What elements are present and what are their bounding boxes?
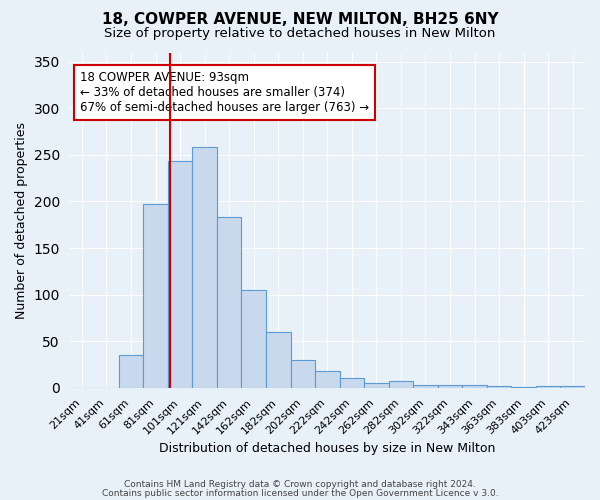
Bar [193,148,217,388]
Text: 18 COWPER AVENUE: 93sqm
← 33% of detached houses are smaller (374)
67% of semi-d: 18 COWPER AVENUE: 93sqm ← 33% of detache… [80,71,369,114]
Bar [536,386,560,388]
Y-axis label: Number of detached properties: Number of detached properties [15,122,28,318]
X-axis label: Distribution of detached houses by size in New Milton: Distribution of detached houses by size … [159,442,496,455]
Bar [438,385,462,388]
Bar [168,162,193,388]
Bar [217,218,241,388]
Bar [511,387,536,388]
Text: Size of property relative to detached houses in New Milton: Size of property relative to detached ho… [104,28,496,40]
Bar [241,290,266,388]
Bar [119,355,143,388]
Bar [315,371,340,388]
Bar [462,385,487,388]
Bar [143,204,168,388]
Bar [560,386,585,388]
Bar [290,360,315,388]
Text: Contains HM Land Registry data © Crown copyright and database right 2024.: Contains HM Land Registry data © Crown c… [124,480,476,489]
Bar [266,332,290,388]
Bar [389,381,413,388]
Bar [364,383,389,388]
Bar [340,378,364,388]
Text: Contains public sector information licensed under the Open Government Licence v : Contains public sector information licen… [101,488,499,498]
Bar [487,386,511,388]
Text: 18, COWPER AVENUE, NEW MILTON, BH25 6NY: 18, COWPER AVENUE, NEW MILTON, BH25 6NY [101,12,499,28]
Bar [413,385,438,388]
